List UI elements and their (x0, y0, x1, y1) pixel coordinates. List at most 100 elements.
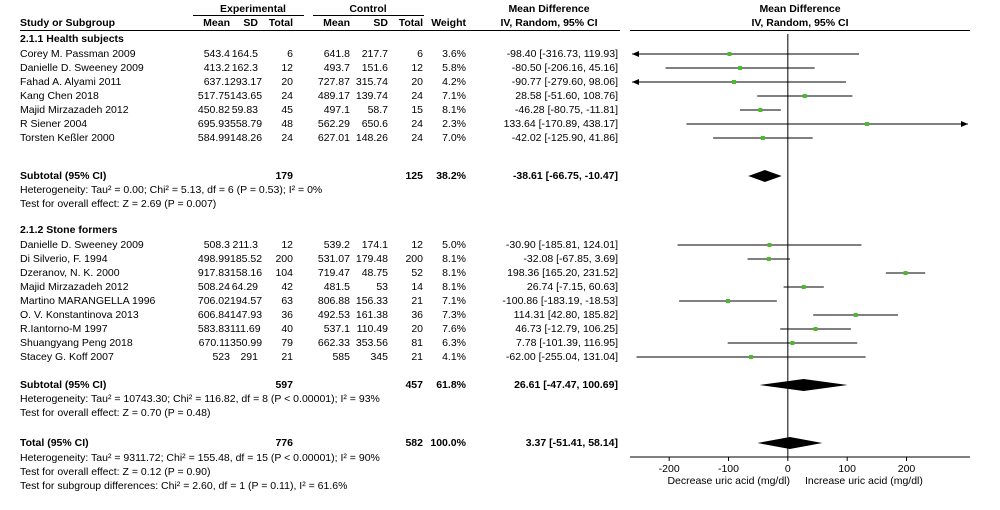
weight-col-header: Weight (431, 17, 466, 29)
cell-et: 36 (281, 309, 293, 321)
study-name: Majid Mirzazadeh 2012 (20, 104, 129, 116)
cell-esd: 293.17 (230, 76, 263, 88)
cell-w: 8.1% (442, 267, 466, 279)
x-tick-label: -100 (717, 463, 739, 475)
cell-cm: 585 (332, 351, 350, 363)
subtotal-exp-total: 597 (275, 379, 293, 391)
cell-csd: 217.7 (361, 48, 388, 60)
cell-ci: -30.90 [-185.81, 124.01] (505, 239, 618, 251)
study-point (738, 66, 743, 70)
cell-ct: 21 (411, 295, 423, 307)
cell-w: 8.1% (442, 253, 466, 265)
cell-ct: 52 (411, 267, 423, 279)
mean-difference-header-left: Mean Difference (508, 3, 590, 15)
cell-cm: 727.87 (317, 76, 350, 88)
cell-csd: 58.7 (367, 104, 388, 116)
cell-em: 695.93 (197, 118, 230, 130)
cell-cm: 537.1 (323, 323, 350, 335)
cell-em: 543.4 (203, 48, 230, 60)
subtotal-ctl-total: 125 (405, 170, 423, 182)
cell-esd: 64.29 (231, 281, 258, 293)
cell-em: 413.2 (203, 62, 230, 74)
cell-cm: 492.53 (317, 309, 350, 321)
cell-et: 12 (281, 239, 293, 251)
cell-csd: 345 (370, 351, 388, 363)
cell-esd: 185.52 (230, 253, 263, 265)
subtotal-ci: -38.61 [-66.75, -10.47] (512, 170, 618, 182)
cell-w: 5.8% (442, 62, 466, 74)
cell-w: 5.0% (442, 239, 466, 251)
total-exp-total: 776 (275, 437, 293, 449)
cell-cm: 806.88 (317, 295, 350, 307)
cell-esd: 194.57 (230, 295, 263, 307)
cell-ct: 20 (411, 323, 423, 335)
x-tick-label: 200 (897, 463, 916, 475)
study-name: Kang Chen 2018 (20, 90, 99, 102)
subtotal-ci: 26.61 [-47.47, 100.69] (514, 379, 618, 391)
cell-w: 4.1% (442, 351, 466, 363)
cell-et: 42 (281, 281, 293, 293)
subgroup-differences-text: Test for subgroup differences: Chi² = 2.… (20, 480, 348, 492)
cell-ci: 28.58 [-51.60, 108.76] (515, 90, 618, 102)
cell-cm: 662.33 (317, 337, 350, 349)
cell-csd: 174.1 (361, 239, 388, 251)
method-col-header-right: IV, Random, 95% CI (751, 17, 849, 29)
cell-cm: 719.47 (317, 267, 350, 279)
cell-ci: -100.86 [-183.19, -18.53] (502, 295, 618, 307)
cell-csd: 156.33 (355, 295, 388, 307)
cell-csd: 148.26 (355, 132, 388, 144)
cell-cm: 562.29 (317, 118, 350, 130)
cell-ci: -62.00 [-255.04, 131.04] (505, 351, 618, 363)
cell-esd: 291 (240, 351, 258, 363)
study-name: O. V. Konstantinova 2013 (20, 309, 139, 321)
cell-w: 7.0% (442, 132, 466, 144)
cell-ci: 7.78 [-101.39, 116.95] (516, 337, 618, 349)
study-point (758, 108, 763, 112)
cell-ci: 133.64 [-170.89, 438.17] (503, 118, 618, 130)
subtotal-label: Subtotal (95% CI) (20, 170, 107, 182)
cell-csd: 650.6 (361, 118, 388, 130)
overall-effect-text: Test for overall effect: Z = 2.69 (P = 0… (20, 198, 217, 210)
cell-ci: -80.50 [-206.16, 45.16] (511, 62, 618, 74)
cell-w: 3.6% (442, 48, 466, 60)
cell-ci: -46.28 [-80.75, -11.81] (514, 104, 618, 116)
heterogeneity-text: Heterogeneity: Tau² = 0.00; Chi² = 5.13,… (20, 184, 323, 196)
cell-csd: 161.38 (355, 309, 388, 321)
cell-et: 24 (281, 90, 293, 102)
cell-w: 8.1% (442, 281, 466, 293)
study-point (813, 327, 818, 331)
cell-ci: 26.74 [-7.15, 60.63] (526, 281, 618, 293)
subtotal-exp-total: 179 (275, 170, 293, 182)
study-point (790, 341, 795, 345)
study-name: Corey M. Passman 2009 (20, 48, 136, 60)
study-name: Danielle D. Sweeney 2009 (20, 239, 144, 251)
cell-et: 21 (281, 351, 293, 363)
cell-ct: 14 (411, 281, 423, 293)
heterogeneity-text: Heterogeneity: Tau² = 10743.30; Chi² = 1… (20, 393, 380, 405)
cell-esd: 59.83 (231, 104, 258, 116)
study-name: R.Iantorno-M 1997 (20, 323, 108, 335)
x-tick-label: 100 (838, 463, 856, 475)
cell-em: 508.3 (203, 239, 230, 251)
experimental-underline (193, 15, 304, 16)
summary-diamond (748, 170, 782, 182)
cell-esd: 162.3 (231, 62, 258, 74)
cell-w: 7.1% (442, 295, 466, 307)
cell-esd: 111.69 (230, 323, 261, 335)
x-label-right: Increase uric acid (mg/dl) (805, 475, 923, 487)
cell-cm: 493.7 (323, 62, 350, 74)
method-col-header-left: IV, Random, 95% CI (500, 17, 598, 29)
cell-ct: 20 (411, 76, 423, 88)
cell-w: 4.2% (442, 76, 466, 88)
x-label-left: Decrease uric acid (mg/dl) (667, 475, 790, 487)
ci-arrow-left (632, 51, 639, 57)
cell-esd: 164.5 (231, 48, 258, 60)
cell-et: 200 (275, 253, 293, 265)
cell-w: 2.3% (442, 118, 466, 130)
cell-csd: 353.56 (355, 337, 388, 349)
cell-cm: 489.17 (317, 90, 350, 102)
cell-ct: 24 (411, 118, 423, 130)
cell-cm: 531.07 (317, 253, 350, 265)
study-point (760, 136, 765, 140)
